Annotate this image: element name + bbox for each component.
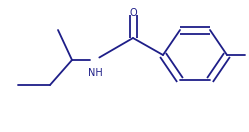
Text: NH: NH — [88, 68, 102, 78]
Text: O: O — [129, 8, 137, 18]
